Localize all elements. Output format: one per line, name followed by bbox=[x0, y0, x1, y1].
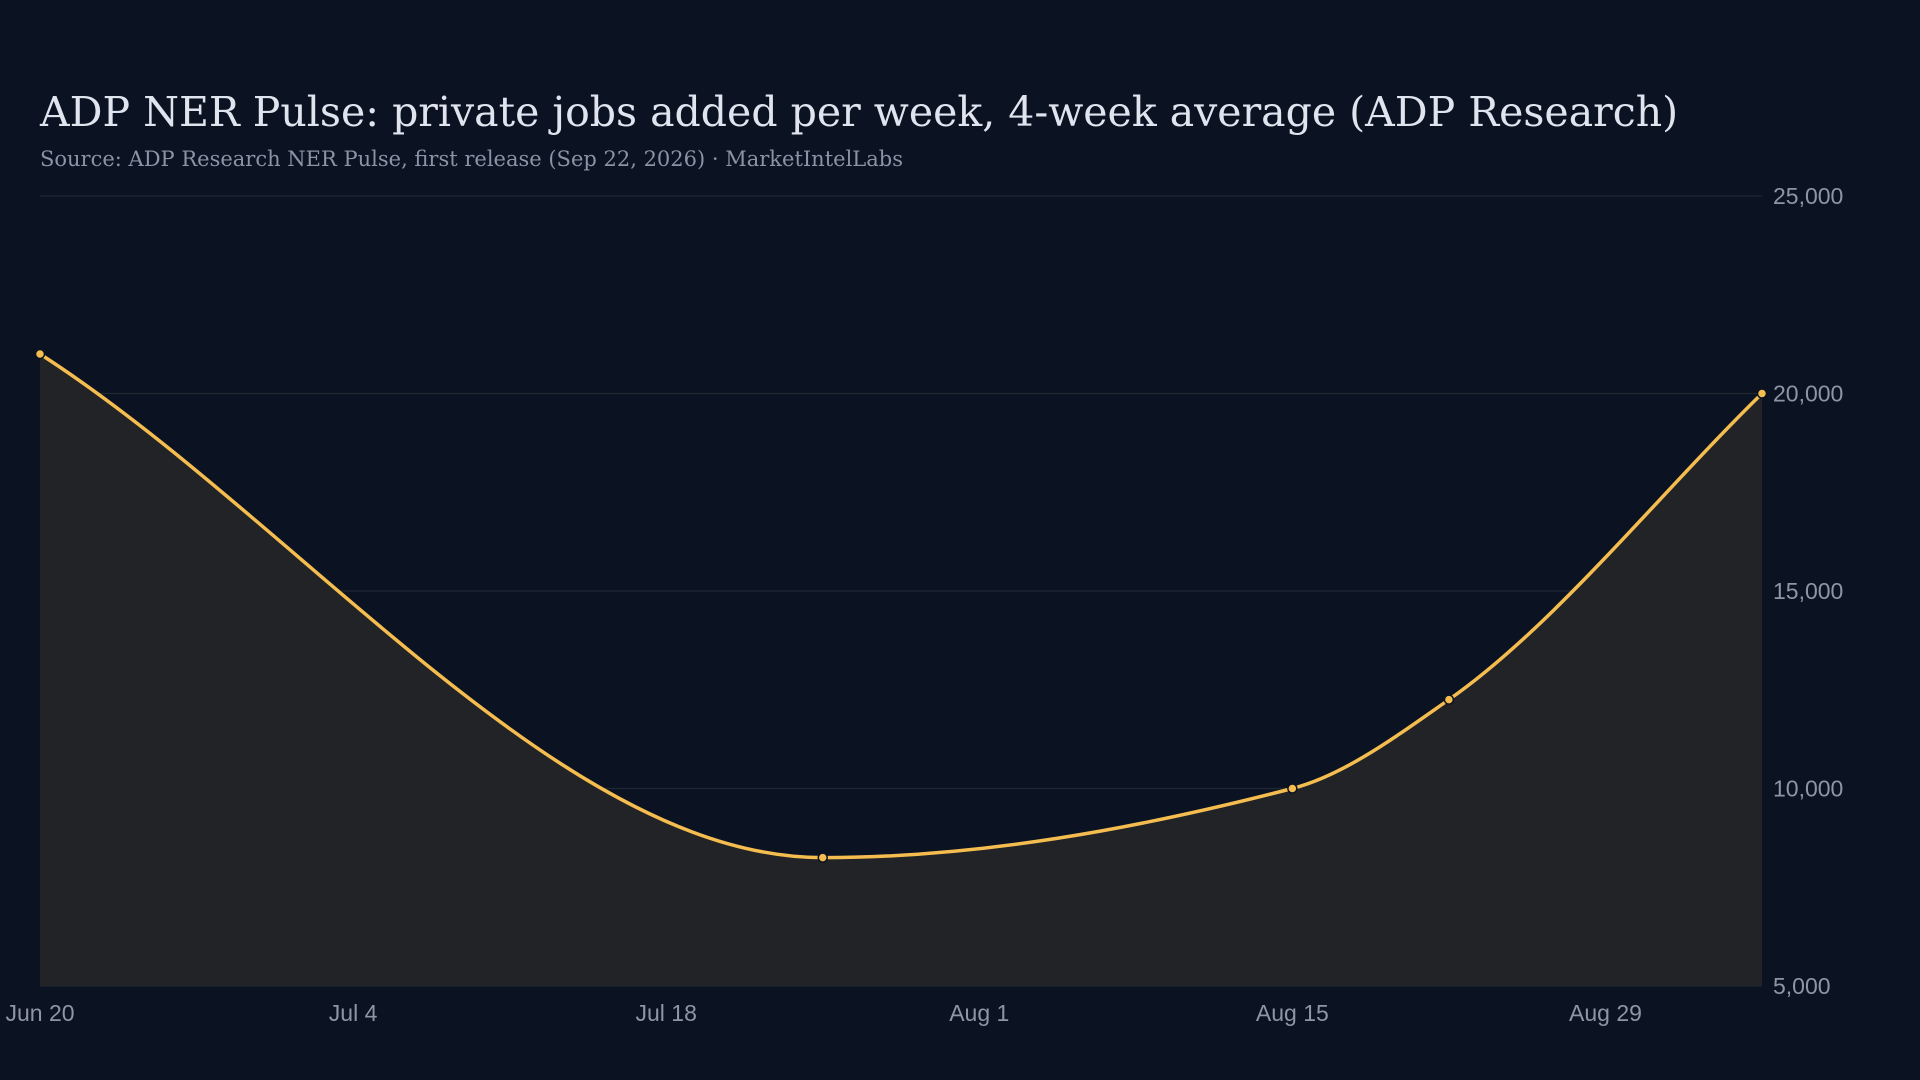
data-point bbox=[817, 852, 828, 863]
y-tick-label: 10,000 bbox=[1773, 776, 1843, 802]
y-tick-label: 25,000 bbox=[1773, 183, 1843, 209]
chart-subtitle: Source: ADP Research NER Pulse, first re… bbox=[40, 147, 903, 171]
x-tick-label: Jul 18 bbox=[635, 1000, 696, 1026]
y-tick-label: 15,000 bbox=[1773, 578, 1843, 604]
series-area-fill bbox=[40, 354, 1762, 986]
series-points bbox=[34, 348, 1768, 863]
y-axis: 25,000 20,000 15,000 10,000 5,000 bbox=[1773, 183, 1843, 999]
data-point bbox=[1443, 694, 1455, 705]
x-tick-label: Aug 29 bbox=[1569, 1000, 1642, 1026]
y-tick-label: 20,000 bbox=[1773, 381, 1843, 407]
x-tick-label: Aug 15 bbox=[1256, 1000, 1329, 1026]
x-tick-label: Aug 1 bbox=[949, 1000, 1009, 1026]
data-point bbox=[34, 348, 46, 360]
data-point bbox=[1287, 783, 1298, 794]
x-axis: Jun 20 Jul 4 Jul 18 Aug 1 Aug 15 Aug 29 bbox=[5, 1000, 1641, 1026]
y-tick-label: 5,000 bbox=[1773, 973, 1831, 999]
data-point bbox=[1756, 388, 1768, 399]
series-line bbox=[39, 352, 1764, 860]
x-tick-label: Jun 20 bbox=[5, 1000, 74, 1026]
x-tick-label: Jul 4 bbox=[329, 1000, 378, 1026]
chart-title: ADP NER Pulse: private jobs added per we… bbox=[40, 88, 1679, 136]
